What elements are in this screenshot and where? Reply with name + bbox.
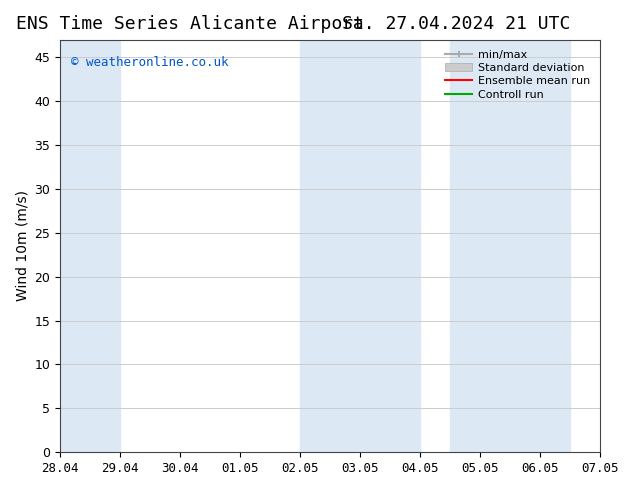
Text: ENS Time Series Alicante Airport: ENS Time Series Alicante Airport	[16, 15, 364, 33]
Text: Sa. 27.04.2024 21 UTC: Sa. 27.04.2024 21 UTC	[342, 15, 571, 33]
Bar	[300, 40, 420, 452]
Legend: min/max, Standard deviation, Ensemble mean run, Controll run: min/max, Standard deviation, Ensemble me…	[440, 45, 595, 104]
Bar	[60, 40, 120, 452]
Text: © weatheronline.co.uk: © weatheronline.co.uk	[71, 56, 228, 69]
Y-axis label: Wind 10m (m/s): Wind 10m (m/s)	[15, 191, 29, 301]
Bar	[450, 40, 570, 452]
